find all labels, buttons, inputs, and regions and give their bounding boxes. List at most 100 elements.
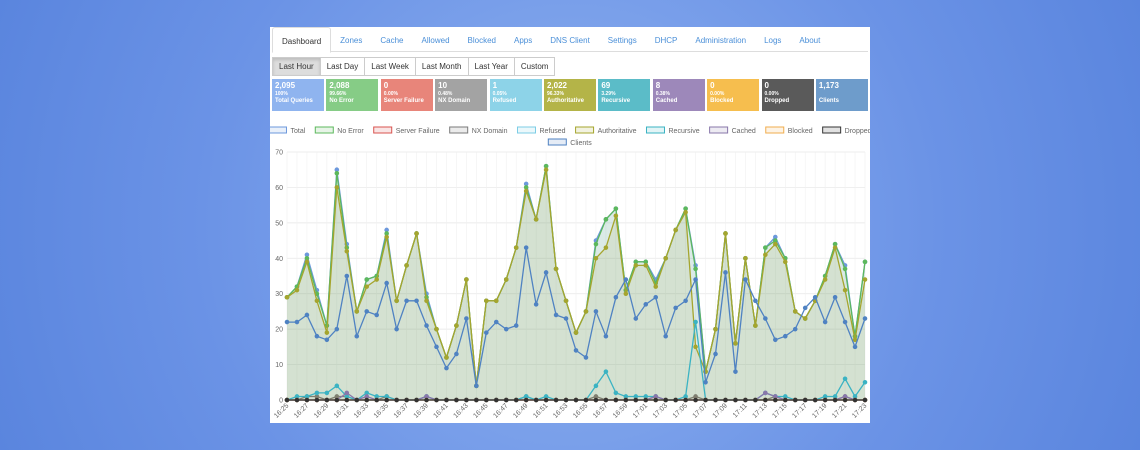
data-point <box>643 397 649 403</box>
legend-swatch <box>314 126 334 134</box>
x-tick-label: 17:05 <box>672 402 689 419</box>
data-point <box>593 397 599 403</box>
nav-tab[interactable]: Allowed <box>421 36 450 45</box>
data-point <box>822 319 828 325</box>
data-point <box>513 245 519 250</box>
stat-label: Refused <box>492 98 517 104</box>
stat-percent: 0.00% <box>383 91 398 97</box>
range-button[interactable]: Last Month <box>414 57 469 76</box>
data-point <box>304 259 310 265</box>
data-point <box>354 333 360 339</box>
x-tick-label: 16:45 <box>472 402 489 419</box>
data-point <box>464 397 469 403</box>
data-point <box>294 319 300 325</box>
range-button[interactable]: Last Hour <box>272 57 321 76</box>
x-tick-label: 17:11 <box>732 402 749 419</box>
data-point <box>474 397 479 403</box>
x-tick-label: 16:33 <box>353 402 370 419</box>
data-point <box>444 397 449 403</box>
stat-value: 2,022 <box>546 81 567 90</box>
data-point <box>324 337 330 343</box>
legend-row: Clients <box>547 138 592 147</box>
y-tick-label: 0 <box>279 398 283 405</box>
x-tick-label: 16:55 <box>572 402 589 419</box>
legend-label: Recursive <box>668 128 699 135</box>
x-tick-label: 16:47 <box>492 402 509 419</box>
nav-tab[interactable]: Apps <box>513 36 533 45</box>
data-point <box>583 397 589 403</box>
data-point <box>424 298 429 304</box>
data-point <box>523 188 529 194</box>
data-point <box>773 337 778 343</box>
range-button[interactable]: Custom <box>513 57 556 76</box>
stat-percent: 3.29% <box>601 91 616 97</box>
data-point <box>314 333 320 339</box>
data-point <box>603 217 609 222</box>
data-point <box>404 263 409 268</box>
data-point <box>394 397 399 403</box>
nav-tab[interactable]: Dashboard <box>272 27 332 53</box>
stat-label: Server Failure <box>383 98 424 104</box>
data-point <box>842 376 848 382</box>
stat-value: 2,095 <box>275 81 296 90</box>
nav-tab[interactable]: Settings <box>607 36 637 45</box>
data-point <box>593 255 599 261</box>
stat-card: 2,095 100% Total Queries <box>272 79 324 111</box>
data-point <box>743 397 748 403</box>
x-tick-label: 17:13 <box>751 402 768 419</box>
data-point <box>822 397 828 403</box>
nav-tab[interactable]: Zones <box>340 36 363 45</box>
data-point <box>683 209 688 215</box>
nav-tab[interactable]: DNS Client <box>550 36 590 45</box>
nav-tab[interactable]: Cache <box>380 36 404 45</box>
data-point <box>503 326 509 332</box>
data-point <box>703 397 708 403</box>
data-point <box>763 316 768 321</box>
data-point <box>583 309 589 314</box>
data-point <box>852 344 858 350</box>
y-tick-label: 10 <box>275 362 283 369</box>
data-point <box>394 298 399 304</box>
x-tick-label: 16:25 <box>273 402 290 419</box>
x-tick-label: 16:43 <box>452 402 469 419</box>
data-point <box>733 397 738 403</box>
data-point <box>374 312 379 318</box>
y-tick-label: 60 <box>275 185 283 192</box>
stat-label: Recursive <box>601 98 631 104</box>
stat-cards: 2,095 100% Total Queries 2,088 99.66% No Erro… <box>272 79 868 111</box>
data-point <box>304 397 310 403</box>
data-point <box>763 245 768 250</box>
data-point <box>593 309 599 314</box>
data-point <box>503 277 509 282</box>
data-point <box>763 390 768 396</box>
nav-tab[interactable]: DHCP <box>654 36 678 45</box>
nav-tab[interactable]: Blocked <box>467 36 496 45</box>
x-tick-label: 16:59 <box>612 402 629 419</box>
data-point <box>693 344 698 350</box>
data-point <box>304 312 310 318</box>
nav-tab[interactable]: Administration <box>695 36 747 45</box>
data-point <box>603 369 609 374</box>
data-point <box>663 397 668 403</box>
data-point <box>723 231 728 236</box>
data-point <box>484 330 489 335</box>
series-area <box>287 166 865 400</box>
data-point <box>474 383 479 389</box>
data-point <box>454 323 459 328</box>
data-point <box>344 397 350 403</box>
stat-label: Blocked <box>710 98 734 104</box>
data-point <box>573 348 579 353</box>
range-button[interactable]: Last Day <box>319 57 366 76</box>
x-tick-label: 16:29 <box>313 402 330 419</box>
nav-tab[interactable]: About <box>799 36 821 45</box>
data-point <box>862 277 868 282</box>
x-tick-label: 16:37 <box>393 402 410 419</box>
data-point <box>334 185 340 190</box>
nav-tab[interactable]: Logs <box>764 36 782 45</box>
data-point <box>454 397 459 403</box>
data-point <box>673 227 678 233</box>
data-point <box>593 383 599 389</box>
stat-card: 8 0.38% Cached <box>652 79 705 111</box>
series-area <box>287 166 865 400</box>
